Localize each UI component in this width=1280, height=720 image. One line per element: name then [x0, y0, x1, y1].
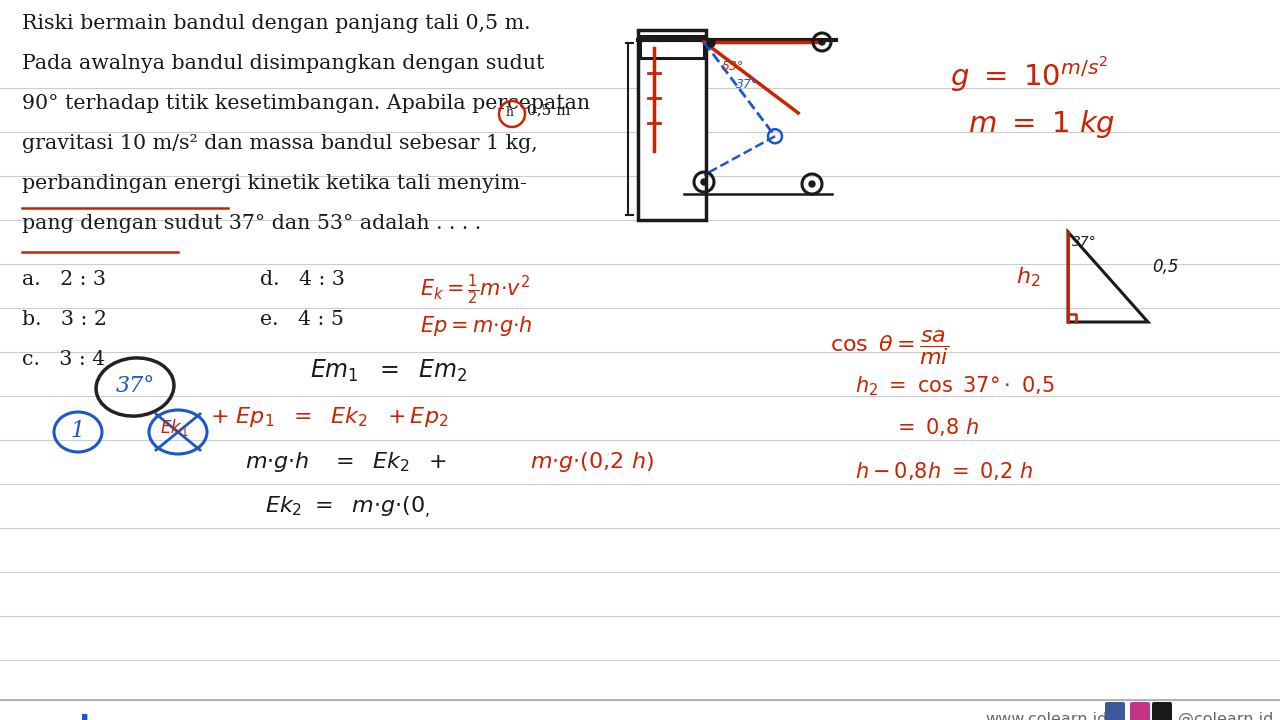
Text: pang dengan sudut 37° dan 53° adalah . . . .: pang dengan sudut 37° dan 53° adalah . .…: [22, 214, 481, 233]
Text: 37°: 37°: [736, 78, 758, 91]
Text: b.   3 : 2: b. 3 : 2: [22, 310, 106, 329]
Text: e.   4 : 5: e. 4 : 5: [260, 310, 344, 329]
Text: a.   2 : 3: a. 2 : 3: [22, 270, 106, 289]
Text: perbandingan energi kinetik ketika tali menyim-: perbandingan energi kinetik ketika tali …: [22, 174, 527, 193]
FancyBboxPatch shape: [1152, 702, 1172, 720]
Circle shape: [819, 39, 826, 45]
Text: 1: 1: [70, 420, 84, 442]
Text: $m{\cdot}g{\cdot}h\ \ \ =\ \ Ek_2\ \ +\ \ $: $m{\cdot}g{\cdot}h\ \ \ =\ \ Ek_2\ \ +\ …: [244, 450, 447, 474]
FancyBboxPatch shape: [1105, 702, 1125, 720]
Text: $Ek_2\ =\ \ m{\cdot}g{\cdot}(0_{,}$: $Ek_2\ =\ \ m{\cdot}g{\cdot}(0_{,}$: [265, 495, 430, 521]
Text: $Ek_1$: $Ek_1$: [160, 418, 188, 438]
Text: $\cos\ \theta = \dfrac{sa}{mi}$: $\cos\ \theta = \dfrac{sa}{mi}$: [829, 328, 948, 367]
Text: $h_2\ =\ \cos\ 37°\cdot\ 0{,}5$: $h_2\ =\ \cos\ 37°\cdot\ 0{,}5$: [855, 374, 1055, 397]
Text: $Ep = m{\cdot}g{\cdot}h$: $Ep = m{\cdot}g{\cdot}h$: [420, 314, 532, 338]
Text: $E_k = \frac{1}{2}m{\cdot}v^2$: $E_k = \frac{1}{2}m{\cdot}v^2$: [420, 272, 530, 307]
Text: gravitasi 10 m/s² dan massa bandul sebesar 1 kg,: gravitasi 10 m/s² dan massa bandul sebes…: [22, 134, 538, 153]
Text: $h_2$: $h_2$: [1015, 265, 1039, 289]
Text: $h-0{,}8h\ =\ 0{,}2\ h$: $h-0{,}8h\ =\ 0{,}2\ h$: [855, 460, 1033, 482]
Text: $m{\cdot}g{\cdot}(0{,}2\ h)$: $m{\cdot}g{\cdot}(0{,}2\ h)$: [530, 450, 654, 474]
Circle shape: [707, 39, 716, 47]
Text: $m\ =\ 1\ kg$: $m\ =\ 1\ kg$: [968, 108, 1115, 140]
Text: 37°: 37°: [115, 375, 155, 397]
Circle shape: [809, 181, 815, 187]
Text: www.colearn.id: www.colearn.id: [986, 712, 1107, 720]
Circle shape: [701, 179, 707, 185]
Text: co learn: co learn: [29, 714, 168, 720]
Text: $+\ Ep_1\ \ =\ \ Ek_2\ \ +Ep_2$: $+\ Ep_1\ \ =\ \ Ek_2\ \ +Ep_2$: [210, 405, 448, 429]
Text: h: h: [506, 106, 515, 119]
Text: 53°: 53°: [722, 60, 744, 73]
Text: @colearn.id: @colearn.id: [1178, 712, 1274, 720]
Text: Riski bermain bandul dengan panjang tali 0,5 m.: Riski bermain bandul dengan panjang tali…: [22, 14, 530, 33]
Text: $g\ =\ 10^{m/s^2}$: $g\ =\ 10^{m/s^2}$: [950, 55, 1108, 94]
FancyBboxPatch shape: [1130, 702, 1149, 720]
Text: $Em_1\ \ =\ \ Em_2$: $Em_1\ \ =\ \ Em_2$: [310, 358, 467, 384]
Bar: [640, 36, 704, 58]
Text: $=\ 0{,}8\ h$: $=\ 0{,}8\ h$: [893, 416, 979, 438]
Bar: [637, 30, 707, 220]
Text: 0,5: 0,5: [1152, 258, 1179, 276]
Text: Pada awalnya bandul disimpangkan dengan sudut: Pada awalnya bandul disimpangkan dengan …: [22, 54, 544, 73]
Text: 90° terhadap titik kesetimbangan. Apabila percepatan: 90° terhadap titik kesetimbangan. Apabil…: [22, 94, 590, 113]
Text: d.   4 : 3: d. 4 : 3: [260, 270, 344, 289]
Text: 37°: 37°: [1073, 235, 1097, 249]
Text: c.   3 : 4: c. 3 : 4: [22, 350, 105, 369]
Text: 0,5 m: 0,5 m: [527, 103, 571, 117]
